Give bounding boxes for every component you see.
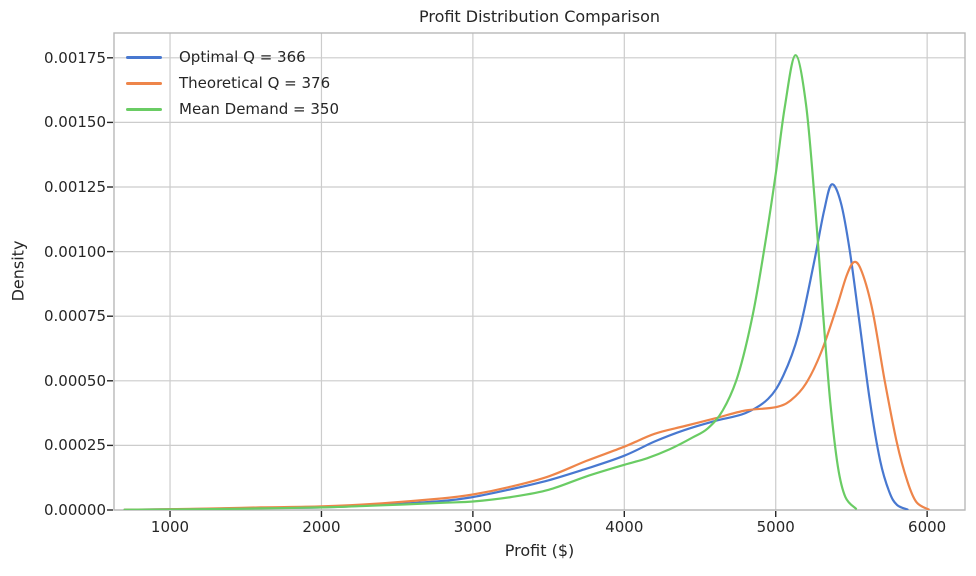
x-tick-label: 6000 — [908, 518, 947, 536]
series-curve-0 — [123, 183, 909, 510]
legend-item: Theoretical Q = 376 — [126, 70, 339, 96]
y-tick-label: 0.00175 — [43, 48, 106, 67]
legend-line-swatch — [126, 81, 162, 85]
x-tick-label: 3000 — [453, 518, 492, 536]
y-tick-label: 0.00025 — [43, 436, 106, 455]
legend: Optimal Q = 366 Theoretical Q = 376 Mean D… — [126, 44, 339, 122]
y-tick-label: 0.00000 — [43, 501, 106, 519]
y-tick-label: 0.00125 — [43, 178, 106, 196]
x-axis-label: Profit ($) — [504, 541, 575, 560]
y-tick-label: 0.00100 — [43, 242, 106, 261]
legend-item: Optimal Q = 366 — [126, 44, 339, 70]
x-tick-label: 5000 — [756, 518, 795, 536]
legend-item: Mean Demand = 350 — [126, 96, 339, 122]
x-tick-label: 4000 — [605, 518, 644, 536]
chart-title: Profit Distribution Comparison — [418, 7, 661, 26]
y-tick-label: 0.00075 — [43, 307, 106, 326]
legend-label: Optimal Q = 366 — [179, 48, 306, 66]
series-curve-2 — [123, 54, 858, 510]
y-tick-label: 0.00150 — [43, 113, 106, 132]
legend-label: Mean Demand = 350 — [179, 100, 339, 118]
legend-label: Theoretical Q = 376 — [179, 74, 331, 92]
x-tick-label: 2000 — [302, 518, 341, 536]
legend-line-swatch — [126, 107, 162, 111]
y-tick-label: 0.00050 — [43, 371, 106, 390]
axes-spines — [113, 32, 966, 511]
legend-line-swatch — [126, 55, 162, 59]
x-tick-label: 1000 — [150, 518, 190, 536]
series-curve-1 — [123, 260, 930, 510]
